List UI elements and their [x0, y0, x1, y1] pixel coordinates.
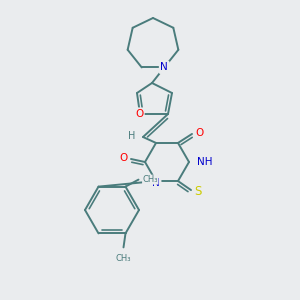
Text: O: O: [135, 109, 143, 119]
Text: N: N: [152, 178, 160, 188]
Text: CH₃: CH₃: [116, 254, 131, 263]
Text: N: N: [160, 62, 168, 72]
Text: O: O: [120, 153, 128, 163]
Text: NH: NH: [197, 157, 212, 167]
Text: S: S: [194, 184, 202, 198]
Text: H: H: [128, 131, 136, 141]
Text: CH₃: CH₃: [142, 175, 158, 184]
Text: O: O: [195, 128, 203, 138]
